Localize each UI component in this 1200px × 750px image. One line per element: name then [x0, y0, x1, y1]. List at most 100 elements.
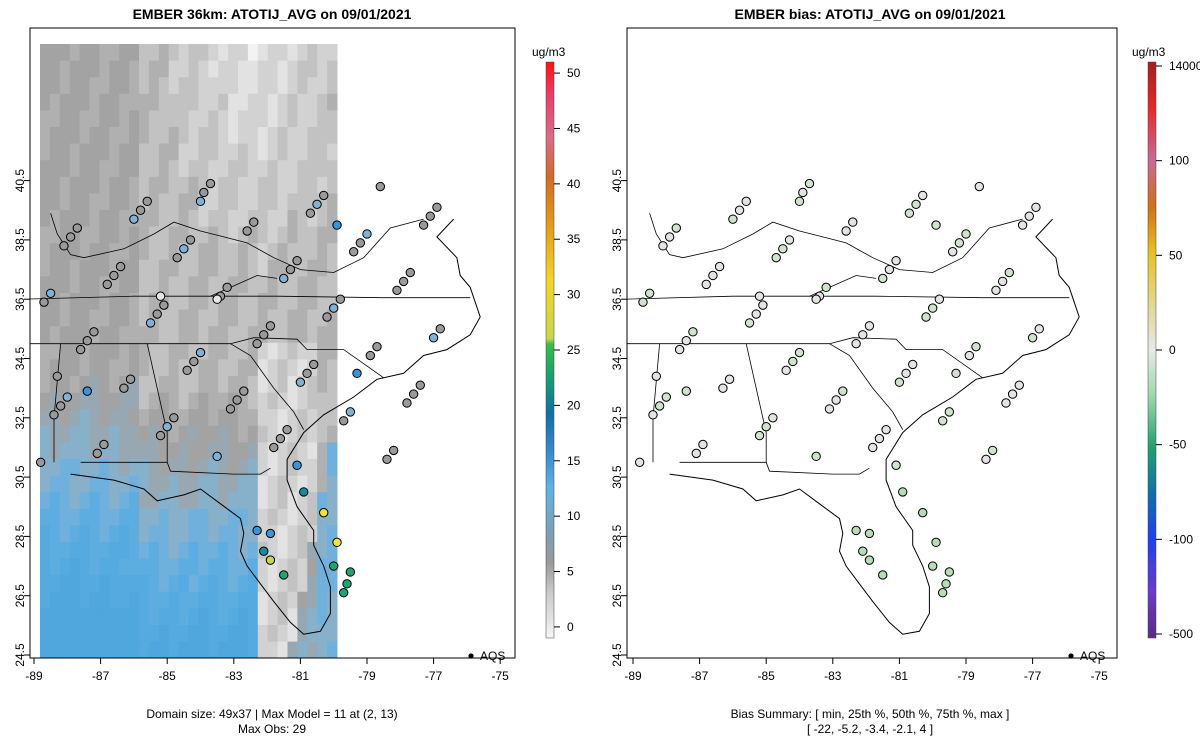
- grid-cell: [257, 176, 269, 194]
- grid-cell: [198, 359, 209, 377]
- grid-cell: [129, 459, 140, 477]
- grid-cell: [69, 459, 81, 477]
- grid-cell: [148, 77, 160, 95]
- grid-cell: [198, 475, 209, 493]
- grid-cell: [277, 93, 288, 111]
- grid-cell: [297, 77, 308, 95]
- bias-point: [911, 199, 921, 210]
- grid-cell: [198, 459, 209, 477]
- grid-cell: [69, 508, 81, 526]
- grid-cell: [228, 342, 239, 360]
- grid-cell: [198, 309, 209, 327]
- grid-cell: [247, 44, 259, 62]
- grid-cell: [168, 625, 180, 643]
- x-tick-label: -81: [891, 669, 909, 683]
- grid-cell: [119, 625, 130, 643]
- grid-cell: [257, 342, 269, 360]
- grid-cell: [139, 475, 150, 493]
- obs-point: [249, 217, 259, 227]
- obs-point: [195, 196, 206, 207]
- obs-point: [59, 241, 69, 251]
- grid-cell: [198, 376, 209, 394]
- grid-cell: [129, 475, 140, 493]
- grid-cell: [59, 525, 71, 543]
- grid-cell: [277, 575, 288, 593]
- grid-cell: [247, 442, 259, 460]
- grid-cell: [109, 127, 120, 145]
- x-tick-label: -79: [358, 669, 376, 683]
- grid-cell: [208, 359, 219, 377]
- grid-cell: [59, 276, 71, 294]
- grid-cell: [327, 77, 338, 95]
- grid-cell: [79, 77, 90, 95]
- grid-cell: [49, 127, 61, 145]
- grid-cell: [158, 210, 170, 228]
- obs-point: [435, 324, 445, 334]
- grid-cell: [208, 508, 219, 526]
- grid-cell: [208, 492, 219, 510]
- grid-cell: [267, 625, 279, 643]
- grid-cell: [139, 392, 150, 410]
- grid-cell: [69, 392, 81, 410]
- grid-cell: [267, 93, 279, 111]
- grid-cell: [198, 442, 209, 460]
- grid-cell: [257, 409, 269, 427]
- grid-cell: [89, 110, 100, 128]
- grid-cell: [59, 293, 71, 311]
- y-tick-label: 30.5: [13, 465, 27, 489]
- bias-point: [944, 407, 955, 417]
- grid-cell: [238, 110, 249, 128]
- bias-point: [648, 410, 658, 420]
- grid-cell: [69, 625, 81, 643]
- grid-cell: [109, 60, 120, 78]
- bias-point: [901, 368, 911, 379]
- grid-cell: [168, 575, 180, 593]
- grid-cell: [228, 409, 239, 427]
- grid-cell: [218, 293, 229, 311]
- bias-point: [688, 327, 698, 337]
- grid-cell: [40, 525, 51, 543]
- grid-cell: [139, 542, 150, 560]
- grid-cell: [317, 127, 328, 145]
- grid-cell: [49, 60, 61, 78]
- observation-points: [35, 178, 445, 598]
- grid-cell: [257, 44, 269, 62]
- grid-cell: [198, 176, 209, 194]
- grid-cell: [59, 591, 71, 609]
- grid-cell: [297, 459, 308, 477]
- grid-cell: [277, 542, 288, 560]
- grid-cell: [168, 508, 180, 526]
- grid-cell: [40, 77, 51, 95]
- grid-cell: [129, 143, 140, 161]
- grid-cell: [228, 143, 239, 161]
- grid-cell: [139, 376, 150, 394]
- obs-point: [89, 327, 99, 337]
- grid-cell: [267, 293, 279, 311]
- grid-cell: [139, 44, 150, 62]
- grid-cell: [238, 44, 249, 62]
- bias-point: [928, 303, 938, 313]
- grid-cell: [119, 475, 130, 493]
- obs-point: [392, 285, 402, 296]
- state-border: [745, 343, 767, 463]
- grid-cell: [79, 392, 90, 410]
- grid-cell: [307, 176, 318, 194]
- grid-cell: [228, 508, 239, 526]
- grid-cell: [119, 641, 130, 658]
- grid-cell: [238, 558, 249, 576]
- grid-cell: [317, 276, 328, 294]
- grid-cell: [99, 210, 110, 228]
- grid-cell: [228, 376, 239, 394]
- grid-cell: [158, 475, 170, 493]
- x-tick-label: -75: [1091, 669, 1109, 683]
- grid-cell: [218, 342, 229, 360]
- grid-cell: [119, 143, 130, 161]
- grid-cell: [287, 558, 298, 576]
- grid-cell: [40, 359, 51, 377]
- grid-cell: [119, 459, 130, 477]
- grid-cell: [307, 608, 318, 626]
- grid-cell: [287, 641, 298, 658]
- grid-cell: [139, 110, 150, 128]
- grid-cell: [59, 542, 71, 560]
- bias-point: [784, 235, 795, 245]
